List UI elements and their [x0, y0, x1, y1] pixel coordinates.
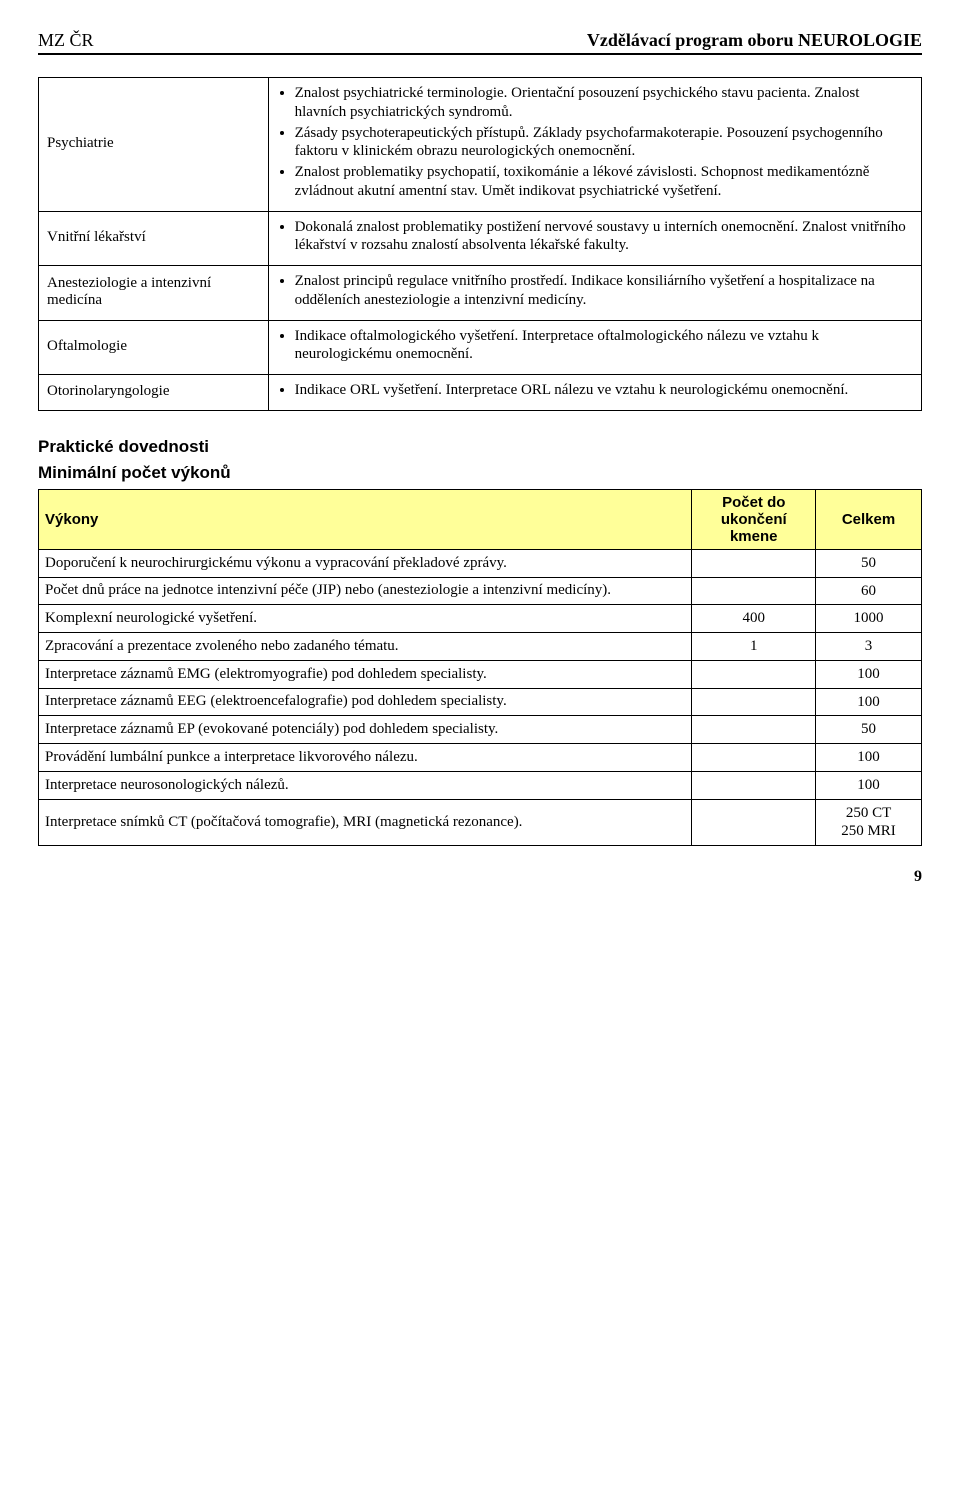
specialty-bullets: Dokonalá znalost problematiky postižení …: [268, 211, 921, 266]
section-minimal: Minimální počet výkonů: [38, 463, 922, 483]
counts-row-do-kmene: 1: [692, 633, 816, 661]
specialty-name: Otorinolaryngologie: [39, 375, 269, 411]
counts-row-celkem: 50: [816, 716, 922, 744]
header-left: MZ ČR: [38, 30, 94, 51]
counts-row-desc: Komplexní neurologické vyšetření.: [39, 605, 692, 633]
specialties-table: Psychiatrie Znalost psychiatrické termino…: [38, 77, 922, 411]
bullet-item: Znalost principů regulace vnitřního pros…: [295, 272, 913, 310]
col-header-pocet-do: Počet do ukončení kmene: [692, 489, 816, 549]
counts-row-celkem: 3: [816, 633, 922, 661]
counts-row-desc: Počet dnů práce na jednotce intenzivní p…: [39, 577, 692, 605]
counts-row-desc: Interpretace snímků CT (počítačová tomog…: [39, 799, 692, 846]
counts-row-do-kmene: [692, 660, 816, 688]
specialty-bullets: Znalost principů regulace vnitřního pros…: [268, 266, 921, 321]
counts-row-celkem: 50: [816, 549, 922, 577]
counts-row-do-kmene: [692, 577, 816, 605]
counts-row-desc: Provádění lumbální punkce a interpretace…: [39, 744, 692, 772]
counts-row-do-kmene: [692, 799, 816, 846]
counts-row-celkem: 100: [816, 771, 922, 799]
specialty-name: Vnitřní lékařství: [39, 211, 269, 266]
counts-table: Výkony Počet do ukončení kmene Celkem Do…: [38, 489, 922, 846]
bullet-item: Indikace oftalmologického vyšetření. Int…: [295, 327, 913, 365]
bullet-item: Zásady psychoterapeutických přístupů. Zá…: [295, 124, 913, 162]
counts-row-do-kmene: 400: [692, 605, 816, 633]
specialty-name: Anesteziologie a intenzivní medicína: [39, 266, 269, 321]
specialty-name: Psychiatrie: [39, 78, 269, 212]
col-header-vykony: Výkony: [39, 489, 692, 549]
counts-row-desc: Interpretace záznamů EP (evokované poten…: [39, 716, 692, 744]
section-practical: Praktické dovednosti: [38, 437, 922, 457]
counts-row-do-kmene: [692, 716, 816, 744]
counts-row-do-kmene: [692, 744, 816, 772]
counts-row-celkem: 100: [816, 688, 922, 716]
counts-row-desc: Interpretace neurosonologických nálezů.: [39, 771, 692, 799]
counts-row-desc: Interpretace záznamů EMG (elektromyograf…: [39, 660, 692, 688]
counts-row-do-kmene: [692, 688, 816, 716]
counts-row-celkem: 100: [816, 744, 922, 772]
counts-row-do-kmene: [692, 549, 816, 577]
page-number: 9: [38, 868, 922, 886]
counts-row-desc: Interpretace záznamů EEG (elektroencefal…: [39, 688, 692, 716]
specialty-name: Oftalmologie: [39, 320, 269, 375]
specialty-bullets: Znalost psychiatrické terminologie. Orie…: [268, 78, 921, 212]
header-right: Vzdělávací program oboru NEUROLOGIE: [587, 30, 922, 51]
bullet-item: Znalost psychiatrické terminologie. Orie…: [295, 84, 913, 122]
counts-row-do-kmene: [692, 771, 816, 799]
specialty-bullets: Indikace oftalmologického vyšetření. Int…: [268, 320, 921, 375]
bullet-item: Znalost problematiky psychopatií, toxiko…: [295, 163, 913, 201]
page-header: MZ ČR Vzdělávací program oboru NEUROLOGI…: [38, 30, 922, 55]
counts-row-celkem: 1000: [816, 605, 922, 633]
counts-row-desc: Zpracování a prezentace zvoleného nebo z…: [39, 633, 692, 661]
counts-row-celkem: 250 CT250 MRI: [816, 799, 922, 846]
specialty-bullets: Indikace ORL vyšetření. Interpretace ORL…: [268, 375, 921, 411]
counts-row-desc: Doporučení k neurochirurgickému výkonu a…: [39, 549, 692, 577]
counts-row-celkem: 100: [816, 660, 922, 688]
col-header-celkem: Celkem: [816, 489, 922, 549]
bullet-item: Indikace ORL vyšetření. Interpretace ORL…: [295, 381, 913, 400]
bullet-item: Dokonalá znalost problematiky postižení …: [295, 218, 913, 256]
counts-row-celkem: 60: [816, 577, 922, 605]
